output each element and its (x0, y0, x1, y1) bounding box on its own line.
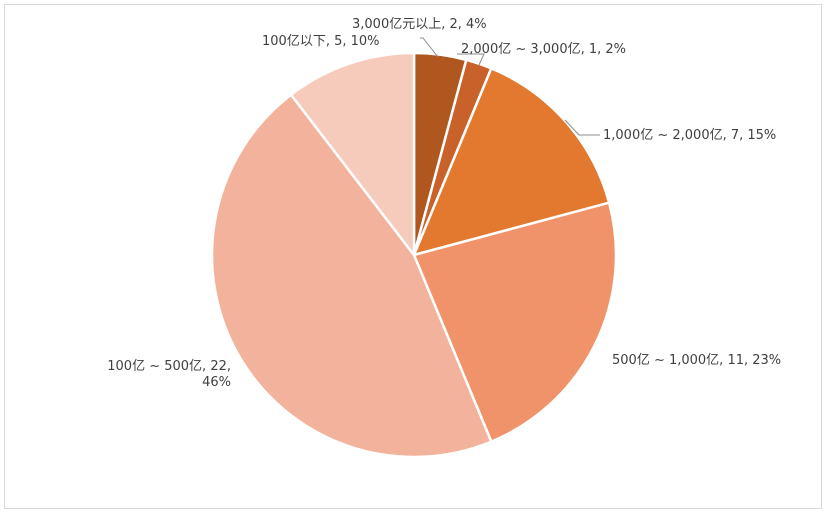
pie-chart: 3,000亿元以上, 2, 4% 2,000亿 ~ 3,000亿, 1, 2% 1,… (107, 17, 781, 459)
pie-slice (412, 201, 618, 444)
data-label: 1,000亿 ~ 2,000亿, 7, 15% (603, 128, 776, 143)
label-leader-line (420, 37, 439, 58)
pie-slice (411, 66, 611, 257)
data-label: 2,000亿 ~ 3,000亿, 1, 2% (461, 42, 626, 57)
label-leader-line (564, 119, 600, 136)
chart-area: 3,000亿元以上, 2, 4% 2,000亿 ~ 3,000亿, 1, 2% 1,… (4, 4, 822, 509)
data-label: 3,000亿元以上, 2, 4% (352, 17, 487, 32)
data-label: 100亿以下, 5, 10% (262, 34, 380, 49)
data-label: 500亿 ~ 1,000亿, 11, 23% (612, 353, 781, 368)
data-label: 100亿 ~ 500亿, 22, 46% (107, 359, 231, 390)
label-leader-line (457, 53, 485, 66)
pie-slice (210, 92, 493, 459)
pie-slice (289, 51, 416, 259)
